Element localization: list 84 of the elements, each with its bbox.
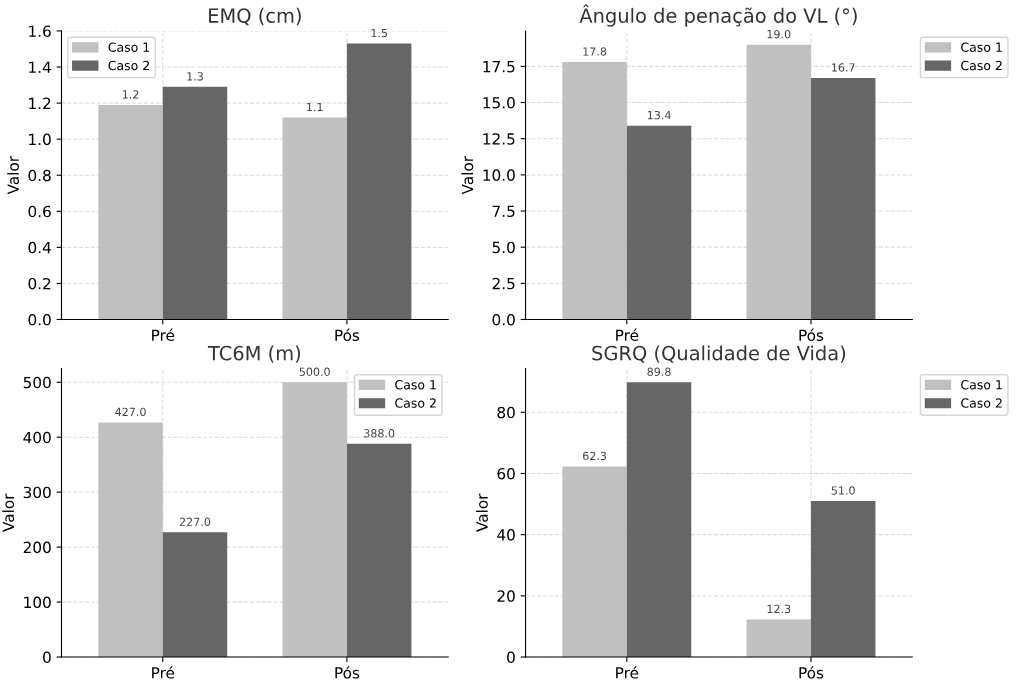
y-tick-label: 17.5 [483,61,515,73]
chart-title: EMQ (cm) [209,7,301,26]
bar [162,86,228,320]
y-tick-label: 1.6 [29,25,51,37]
y-axis-title: Valor [476,493,488,532]
y-tick-label: 1.4 [29,61,51,73]
y-tick-label: 5.0 [492,241,515,254]
bar [98,422,163,658]
bar [626,382,692,658]
data-label: 12.3 [767,604,791,614]
y-tick-label: 0.2 [28,277,51,290]
bar [346,443,412,658]
y-tick-label: 100 [24,596,51,609]
legend-label: Caso 1 [395,379,436,390]
y-tick-label: 500 [23,376,51,389]
legend-label: Caso 2 [395,398,436,408]
x-tick-label: Pós [335,328,360,342]
data-label: 16.7 [832,63,855,72]
legend-label: Caso 2 [108,60,149,71]
bar [626,125,692,320]
y-tick-label: 400 [23,431,51,444]
y-tick-label: 40 [497,529,515,541]
legend-label: Caso 1 [961,42,1002,52]
y-axis-title: Valor [461,155,474,195]
data-label: 17.8 [583,47,607,56]
data-label: 89.8 [647,367,671,376]
data-label: 1.1 [307,102,323,112]
y-axis-title: Valor [2,493,15,532]
legend-label: Caso 2 [961,60,1002,71]
x-tick-label: Pós [335,666,360,679]
chart-title: Ângulo de penação do VL (°) [579,4,857,27]
data-label: 62.3 [583,451,607,461]
y-tick-label: 10.0 [483,169,515,181]
x-tick-label: Pré [616,328,639,342]
bar [162,532,228,658]
y-tick-label: 0.6 [28,205,51,218]
data-label: 227.0 [179,517,211,526]
x-tick-label: Pré [152,666,175,679]
x-tick-label: Pós [799,666,824,679]
y-tick-label: 0.0 [492,313,515,326]
y-tick-label: 0 [43,651,51,664]
y-tick-label: 0.8 [28,169,51,182]
x-tick-label: Pré [616,666,639,679]
data-label: 1.5 [371,29,388,38]
data-label: 388.0 [364,429,395,438]
legend-label: Caso 2 [961,398,1002,408]
data-label: 51.0 [831,486,855,495]
chart-title: TC6M (m) [207,345,301,363]
y-tick-label: 80 [497,406,515,419]
y-tick-label: 1.2 [29,97,51,109]
bar [810,77,876,320]
bar [282,117,347,320]
y-tick-label: 20 [497,590,515,602]
bar [562,466,627,658]
chart-title: SGRQ (Qualidade de Vida) [592,345,846,363]
data-label: 1.2 [122,90,139,99]
x-tick-label: Pré [152,328,175,342]
y-tick-label: 15.0 [483,97,515,109]
y-tick-label: 12.5 [483,133,515,145]
y-tick-label: 2.5 [492,277,515,290]
bar [746,619,811,658]
data-label: 13.4 [647,110,671,120]
y-tick-label: 0.0 [28,313,51,326]
bar [282,382,347,658]
y-tick-label: 7.5 [492,205,515,218]
bar [98,104,163,320]
bar [810,501,876,658]
y-tick-label: 0 [507,651,515,664]
bar [562,62,627,320]
y-tick-label: 60 [497,467,515,480]
y-axis-title: Valor [7,155,19,195]
y-tick-label: 0.4 [28,241,51,254]
y-tick-label: 300 [23,486,51,499]
bar [746,44,811,320]
data-label: 19.0 [767,29,791,39]
legend-label: Caso 1 [108,42,150,52]
y-tick-label: 200 [23,541,51,554]
data-label: 1.3 [187,72,203,81]
data-label: 500.0 [299,367,330,376]
y-tick-label: 1.0 [29,133,51,146]
x-tick-label: Pós [799,328,824,342]
bar [346,43,412,320]
legend-label: Caso 1 [961,379,1002,390]
data-label: 427.0 [115,407,146,417]
